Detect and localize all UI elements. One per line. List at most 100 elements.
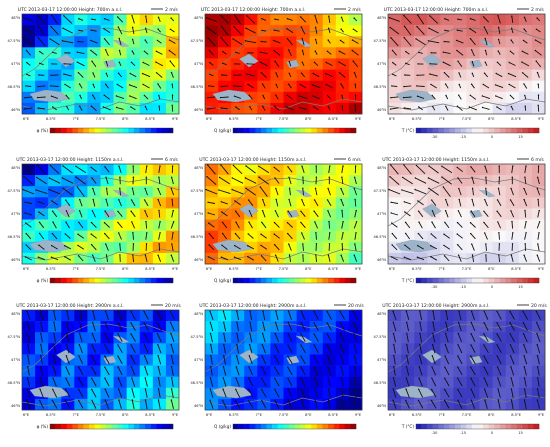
wind-arrow-head [102,106,105,108]
colorbar-segment [161,424,168,429]
wind-arrow [286,106,294,111]
wind-arrow [78,355,84,365]
wind-arrow [38,256,46,261]
wind-scale-label: 2 m/s [165,7,178,13]
wind-arrow-head [65,366,67,368]
wind-arrow-head [40,332,42,335]
wind-arrow-head [262,321,264,323]
wind-arrow [235,233,241,240]
wind-arrow-head [209,399,211,401]
wind-arrow-head [159,221,161,223]
wind-arrow [274,105,280,112]
x-tick-label: 9°E [538,117,545,121]
colorbar-segment [128,278,135,283]
wind-arrow [245,177,257,184]
x-tick-label: 8.5°E [145,413,156,417]
wind-arrow-head [119,243,121,245]
wind-arrow [472,188,474,196]
wind-arrow [417,245,424,250]
geography-overlay [387,323,546,407]
wind-arrow-head [104,210,106,212]
wind-arrow [496,322,502,331]
wind-arrow [354,377,357,387]
wind-arrow-head [92,72,94,74]
wind-arrow-head [105,176,107,178]
wind-arrow-head [249,310,251,312]
wind-arrow-head [52,51,54,54]
colorbar-segment [350,278,357,283]
wind-arrow [91,378,97,387]
wind-arrow-head [274,344,276,346]
colorbar-segment [89,278,95,283]
y-tick-label: 46°N [194,258,203,262]
wind-arrow-head [524,243,526,245]
wind-arrow [470,333,476,342]
wind-arrow [105,177,109,185]
wind-arrow [406,344,409,354]
wind-arrow [510,95,515,100]
wind-arrow-head [403,85,405,88]
wind-arrow [495,95,503,100]
wind-arrow-head [484,165,486,167]
wind-arrow [117,211,123,217]
wind-arrow-head [338,61,340,63]
wind-arrow [510,199,515,207]
wind-arrow-head [287,83,290,85]
wind-arrow [469,106,477,111]
wind-arrow-head [50,95,53,97]
wind-arrow-head [235,366,237,368]
colorbar-segment [83,278,90,283]
wind-arrow-head [90,166,92,169]
wind-arrow-head [274,388,276,391]
wind-arrow-head [275,198,277,201]
wind-arrow-head [130,333,132,335]
wind-arrow [106,188,108,196]
wind-vectors [388,164,541,262]
x-tick-label: 7.5°E [279,117,290,121]
x-tick-label: 7.5°E [279,413,290,417]
wind-arrow-head [484,37,486,40]
wind-arrow-head [246,15,248,17]
wind-arrow-head [429,63,431,65]
wind-arrow [523,199,528,207]
wind-arrow [66,344,70,354]
wind-arrow-head [496,355,498,357]
wind-arrow [170,399,174,409]
wind-arrow [220,96,229,99]
wind-arrow-head [524,209,526,212]
wind-arrow [354,177,357,185]
wind-arrow-head [168,49,170,52]
x-tick-label: 7.5°E [279,267,290,271]
wind-arrow [52,106,57,111]
wind-arrow [287,355,293,365]
wind-arrow-head [415,164,418,167]
y-tick-label: 46°N [11,108,20,112]
wind-arrow [209,50,214,56]
wind-arrow-head [209,377,212,379]
wind-arrow-head [536,176,539,178]
wind-arrow [38,211,45,217]
wind-arrow-head [510,388,513,390]
wind-arrow [234,245,241,250]
colorbar-segment [156,278,163,283]
wind-arrow [511,232,514,240]
wind-arrow-head [90,233,92,235]
colorbar-segment [311,278,318,283]
colorbar-segment [305,424,312,429]
wind-arrow-head [302,243,304,245]
wind-arrow [511,28,514,34]
wind-arrow [91,389,97,398]
wind-arrow [471,61,475,67]
wind-arrow [510,188,514,196]
wind-arrow [458,311,462,321]
wind-arrow [62,187,73,196]
wind-arrow-head [522,310,524,313]
wind-arrow [403,85,412,88]
wind-arrow [301,199,305,207]
wind-arrow-head [118,49,121,52]
wind-arrow [91,177,97,184]
wind-arrow [258,165,270,174]
wind-arrow [62,165,73,174]
wind-arrow [484,72,489,78]
wind-arrow-head [524,105,526,107]
